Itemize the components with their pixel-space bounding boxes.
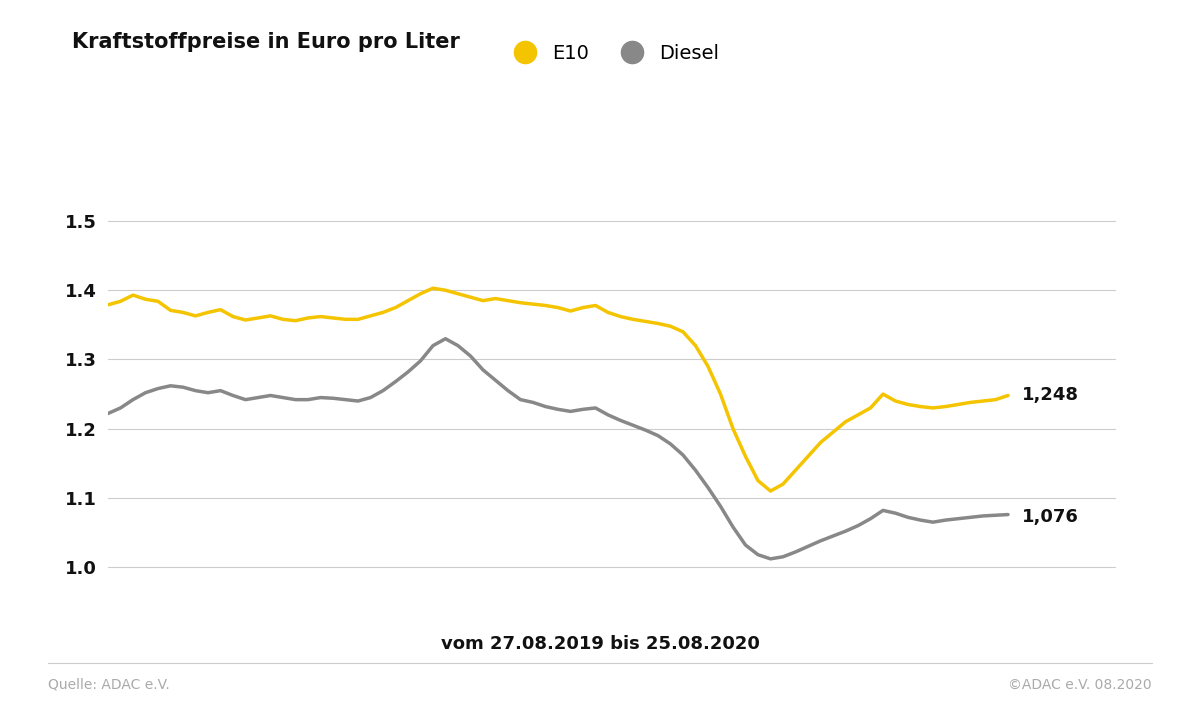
Text: 1,248: 1,248 (1021, 386, 1079, 404)
Text: 1,076: 1,076 (1021, 508, 1079, 526)
Text: Quelle: ADAC e.V.: Quelle: ADAC e.V. (48, 678, 169, 692)
Text: vom 27.08.2019 bis 25.08.2020: vom 27.08.2019 bis 25.08.2020 (440, 635, 760, 652)
Text: Kraftstoffpreise in Euro pro Liter: Kraftstoffpreise in Euro pro Liter (72, 32, 460, 52)
Legend: E10, Diesel: E10, Diesel (505, 44, 719, 62)
Text: ©ADAC e.V. 08.2020: ©ADAC e.V. 08.2020 (1008, 678, 1152, 692)
